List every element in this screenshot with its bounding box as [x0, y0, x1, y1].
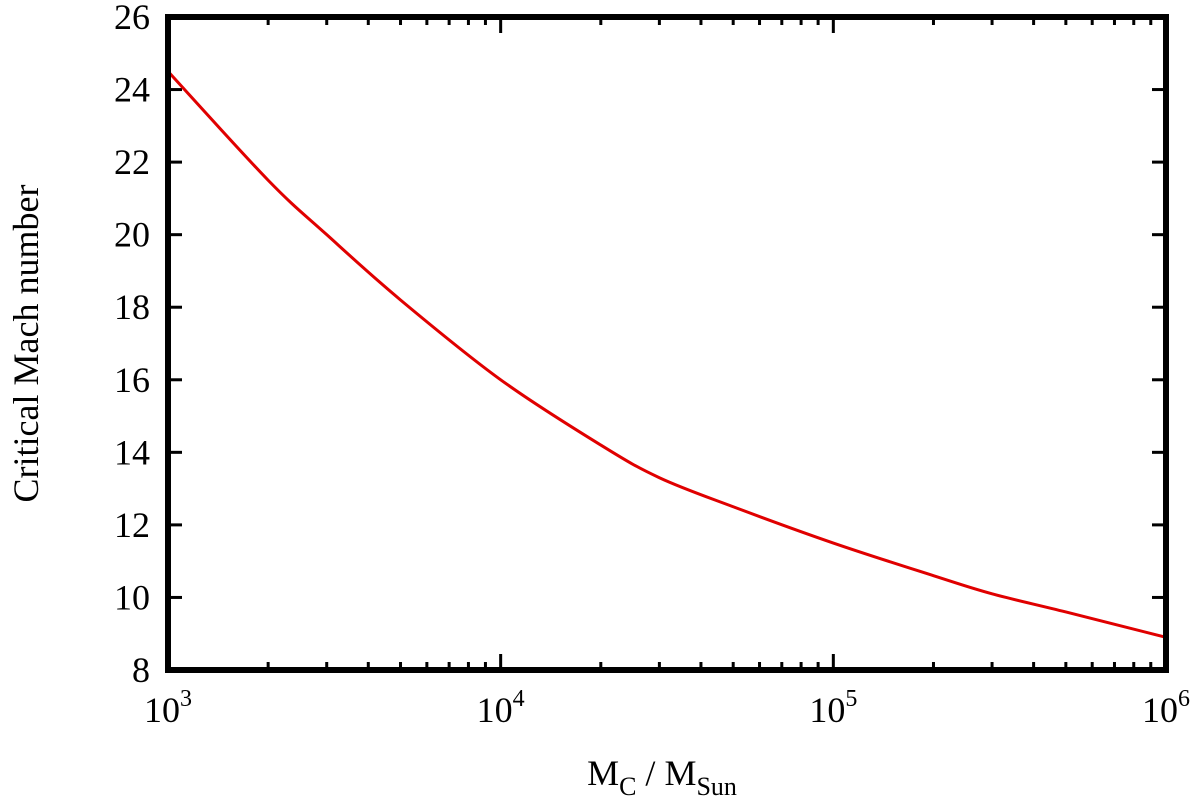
x-tick-label: 103 [144, 686, 192, 730]
series-layer [166, 70, 1167, 639]
x-tick-base: 10 [477, 690, 513, 730]
x-tick-exp: 4 [513, 686, 525, 712]
y-tick-label: 16 [114, 360, 150, 400]
x-tick-base: 10 [809, 690, 845, 730]
x-axis-title: MC / MSun [587, 753, 737, 801]
x-axis-title-sep: / [636, 753, 664, 793]
x-axis-title-denom: M [664, 753, 696, 793]
x-tick-labels: 103 104 105 106 [144, 686, 1190, 730]
y-axis-title: Critical Mach number [6, 185, 46, 503]
x-tick-base: 10 [144, 690, 180, 730]
y-tick-label: 8 [132, 650, 150, 690]
y-tick-label: 26 [114, 0, 150, 37]
y-tick-labels: 8 10 12 14 16 18 20 22 24 26 [114, 0, 150, 690]
y-tick-label: 24 [114, 70, 150, 110]
x-tick-exp: 6 [1178, 686, 1190, 712]
x-axis-title-denom-sub: Sun [696, 772, 736, 801]
x-tick-label: 104 [477, 686, 525, 730]
x-tick-label: 106 [1142, 686, 1190, 730]
x-tick-exp: 5 [845, 686, 857, 712]
x-axis-title-m: M [587, 753, 619, 793]
y-tick-label: 14 [114, 432, 150, 472]
y-tick-label: 18 [114, 287, 150, 327]
plot-frame [165, 14, 1169, 673]
x-axis-title-m-sub: C [619, 772, 636, 801]
x-tick-label: 105 [809, 686, 857, 730]
series-line [166, 70, 1167, 639]
x-tick-base: 10 [1142, 690, 1178, 730]
y-tick-label: 22 [114, 142, 150, 182]
y-tick-label: 12 [114, 505, 150, 545]
ticks-layer [166, 15, 1168, 672]
y-tick-label: 20 [114, 215, 150, 255]
y-tick-label: 10 [114, 577, 150, 617]
x-tick-exp: 3 [180, 686, 192, 712]
